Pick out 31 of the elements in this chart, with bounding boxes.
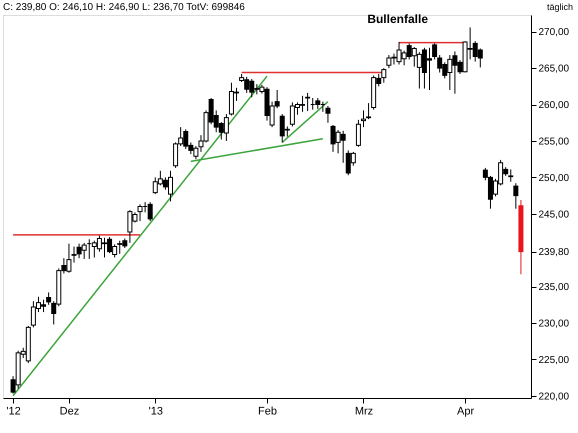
y-tick-label: 255,00 xyxy=(538,136,570,148)
candlestick xyxy=(508,168,514,182)
x-tick-label: Dez xyxy=(60,406,80,418)
y-tick-label: 235,00 xyxy=(538,282,570,294)
chart-title: C: 239,80 O: 246,10 H: 246,90 L: 236,70 TotV: 699846 xyxy=(3,2,246,13)
y-tick-label: 260,00 xyxy=(538,100,570,112)
candlestick xyxy=(138,204,143,222)
y-tick-label: 265,00 xyxy=(538,64,570,75)
x-tick-label: Feb xyxy=(258,406,277,418)
candlestick xyxy=(356,119,361,148)
annotation: Bullenfalle xyxy=(367,12,428,26)
candlestick xyxy=(513,182,518,210)
y-tick-label: 230,00 xyxy=(538,318,570,330)
y-tick-label: 220,00 xyxy=(538,391,570,402)
text: täglich xyxy=(546,2,573,12)
candlestick xyxy=(46,292,52,306)
y-tick-label: 270,00 xyxy=(538,27,570,38)
x-tick-label: '12 xyxy=(6,406,21,418)
y-tick-label: 245,00 xyxy=(538,209,570,220)
candlestick xyxy=(325,106,330,124)
candlestick xyxy=(366,102,372,120)
y-tick-label: 250,00 xyxy=(538,172,570,184)
candlestick xyxy=(432,42,438,60)
candlestick xyxy=(305,92,310,112)
x-tick-label: Mrz xyxy=(354,406,374,418)
candlestick xyxy=(381,68,386,84)
x-tick-label: '13 xyxy=(148,406,163,418)
candlestick xyxy=(360,110,366,128)
x-tick-label: Apr xyxy=(456,406,474,418)
y-tick-label: 225,00 xyxy=(538,354,570,366)
y-tick-label: 239,80 xyxy=(538,247,570,258)
